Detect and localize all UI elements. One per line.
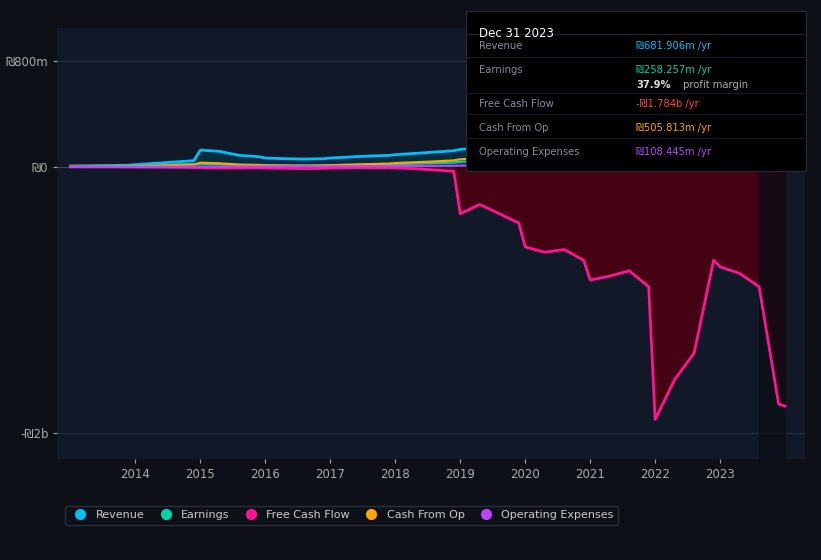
Text: ₪258.257m /yr: ₪258.257m /yr [635, 66, 711, 75]
Text: 37.9%: 37.9% [635, 81, 671, 90]
Text: Operating Expenses: Operating Expenses [479, 147, 580, 157]
Text: Free Cash Flow: Free Cash Flow [479, 99, 554, 109]
Text: -₪1.784b /yr: -₪1.784b /yr [635, 99, 699, 109]
Text: Cash From Op: Cash From Op [479, 123, 548, 133]
Text: Earnings: Earnings [479, 66, 523, 75]
Text: ₪681.906m /yr: ₪681.906m /yr [635, 41, 711, 52]
Text: ₪108.445m /yr: ₪108.445m /yr [635, 147, 711, 157]
Legend: Revenue, Earnings, Free Cash Flow, Cash From Op, Operating Expenses: Revenue, Earnings, Free Cash Flow, Cash … [65, 506, 618, 525]
Text: profit margin: profit margin [680, 81, 748, 90]
Text: ₪505.813m /yr: ₪505.813m /yr [635, 123, 711, 133]
Text: Revenue: Revenue [479, 41, 522, 52]
Text: Dec 31 2023: Dec 31 2023 [479, 27, 554, 40]
